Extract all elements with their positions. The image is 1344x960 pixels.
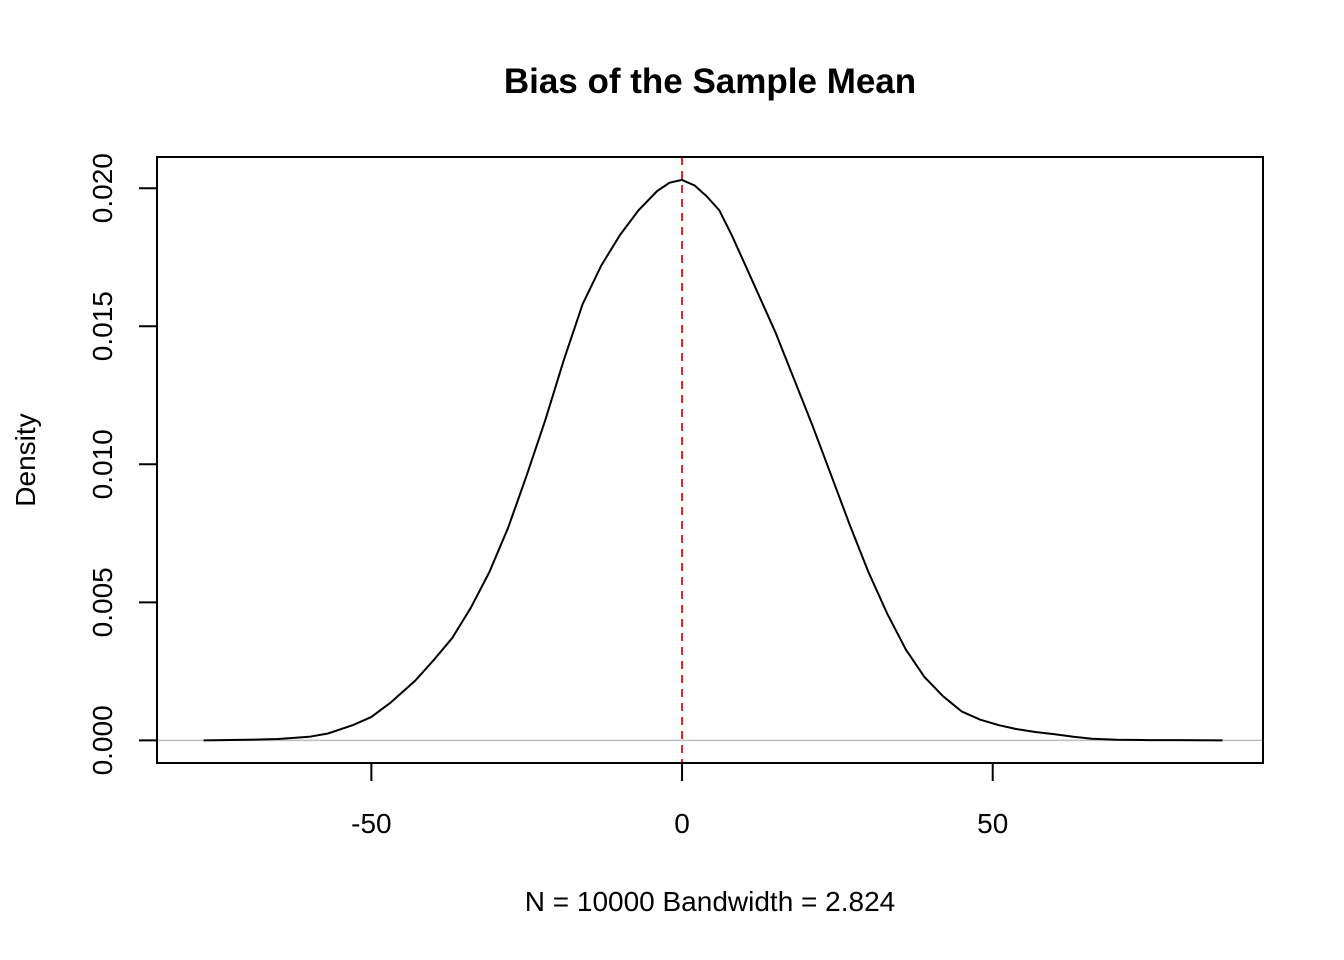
y-tick-label: 0.000 [87, 705, 118, 775]
y-tick-label: 0.020 [87, 153, 118, 223]
x-tick-label: -50 [351, 808, 391, 839]
y-axis: 0.000 0.005 0.010 0.015 0.020 [87, 153, 158, 775]
x-tick-label: 0 [674, 808, 690, 839]
y-tick-label: 0.015 [87, 291, 118, 361]
y-axis-label: Density [10, 413, 41, 506]
density-curve [203, 178, 1223, 742]
x-tick-label: 50 [977, 808, 1008, 839]
plot-area [157, 157, 1263, 763]
plot-box [156, 156, 1264, 764]
x-axis: -50 0 50 [351, 762, 1008, 839]
y-tick-label: 0.010 [87, 429, 118, 499]
chart-title: Bias of the Sample Mean [504, 62, 916, 101]
x-axis-label: N = 10000 Bandwidth = 2.824 [525, 886, 896, 917]
y-tick-label: 0.005 [87, 567, 118, 637]
